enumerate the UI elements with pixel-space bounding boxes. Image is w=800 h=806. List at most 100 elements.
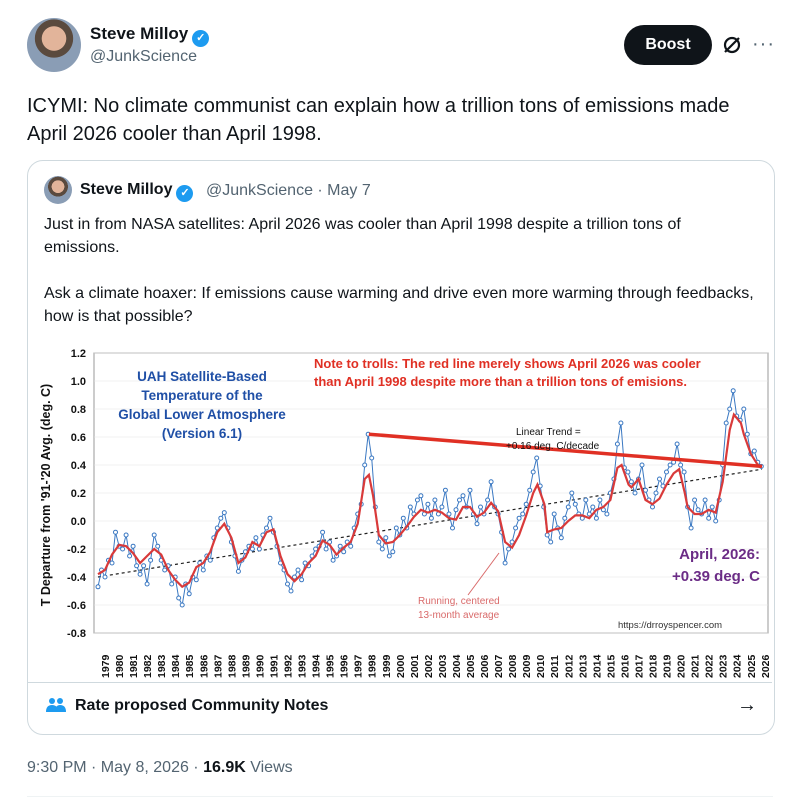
x-tick-label: 1983 <box>156 654 168 678</box>
data-point <box>428 515 434 521</box>
community-notes-row[interactable] <box>28 682 772 731</box>
data-point <box>179 602 185 608</box>
post-text: ICYMI: No climate communist can explain … <box>27 95 730 145</box>
running-mean-line <box>97 412 763 589</box>
data-point <box>292 574 297 580</box>
x-tick-label: 1991 <box>269 654 281 678</box>
x-tick-label: 2017 <box>634 654 646 678</box>
data-point <box>162 567 168 573</box>
data-point <box>502 560 508 566</box>
boost-button[interactable]: Boost <box>624 25 712 65</box>
data-point <box>144 581 150 587</box>
y-tick-labels: 1.2 1.0 0.8 0.6 0.4 0.2 0.0 -0.2 -0.4 -0.6 -0.8 <box>67 348 87 640</box>
data-point <box>323 546 329 552</box>
x-tick-label: 1994 <box>311 654 323 678</box>
running-mean-label-line-1: Running, centered <box>418 596 500 607</box>
data-point <box>516 515 522 521</box>
data-point <box>681 469 687 475</box>
y-tick-label: 1.0 <box>71 376 86 388</box>
data-point <box>650 504 655 510</box>
data-point <box>95 584 101 590</box>
quoted-verified-badge-icon: ✓ <box>176 185 194 202</box>
data-point <box>586 511 592 517</box>
quoted-post-card[interactable] <box>27 160 775 735</box>
x-tick-label: 2021 <box>690 654 702 678</box>
x-tick-label: 1995 <box>325 654 337 678</box>
more-options-icon[interactable]: ··· <box>752 33 775 55</box>
data-point <box>200 567 206 573</box>
x-tick-label: 1988 <box>226 654 238 678</box>
data-point <box>643 487 648 493</box>
data-point <box>565 504 571 510</box>
data-point <box>523 501 529 507</box>
views-label: Views <box>245 759 293 776</box>
chart-title-line-1: UAH Satellite-Based <box>137 369 267 384</box>
data-point <box>569 490 575 496</box>
x-tick-label: 1999 <box>381 654 393 678</box>
data-point <box>302 560 308 566</box>
data-point <box>169 581 175 587</box>
quoted-text-paragraph-1: Just in from NASA satellites: April 2026… <box>44 216 681 256</box>
author-name-text[interactable]: Steve Milloy <box>90 24 189 43</box>
x-tick-label: 1992 <box>283 654 295 678</box>
post-timestamp[interactable]: 9:30 PM · May 8, 2026 · <box>27 759 204 776</box>
note-to-trolls-line-2: than April 1998 despite more than a tril… <box>314 374 687 389</box>
data-point <box>632 490 638 496</box>
quoted-author-name-text: Steve Milloy <box>80 181 173 198</box>
data-point <box>285 581 290 587</box>
x-tick-label: 2026 <box>760 654 772 678</box>
x-tick-label: 2007 <box>493 654 505 678</box>
data-point <box>134 563 140 569</box>
author-handle[interactable]: @JunkScience <box>90 48 197 65</box>
x-tick-label: 1979 <box>100 654 112 678</box>
data-point <box>572 501 578 507</box>
data-point <box>341 549 347 555</box>
data-point <box>478 504 483 510</box>
data-point <box>506 546 512 552</box>
mute-icon[interactable] <box>720 33 744 57</box>
quoted-author-avatar <box>44 176 72 204</box>
x-tick-label: 1993 <box>297 654 309 678</box>
x-tick-label: 2003 <box>437 654 449 678</box>
data-point <box>442 487 448 493</box>
data-point <box>151 532 157 538</box>
quoted-handle-date: @JunkScience · May 7 <box>206 182 371 199</box>
x-tick-label: 1990 <box>254 654 266 678</box>
data-point <box>407 504 413 510</box>
x-tick-label: 1986 <box>198 654 210 678</box>
chart-title-line-4: (Version 6.1) <box>162 426 242 441</box>
quoted-author-name: Steve Milloy ✓ <box>80 181 194 202</box>
author-avatar[interactable] <box>27 18 81 72</box>
rate-community-notes-link[interactable]: Rate proposed Community Notes <box>75 697 329 714</box>
data-point <box>141 563 147 569</box>
x-tick-label: 1997 <box>353 654 365 678</box>
author-name[interactable]: Steve Milloy ✓ <box>90 24 210 47</box>
arrow-right-icon[interactable]: → <box>737 694 757 716</box>
data-point <box>741 406 747 412</box>
x-tick-label: 2010 <box>535 654 547 678</box>
data-point <box>299 577 305 583</box>
data-point <box>474 521 480 527</box>
data-point <box>348 543 354 549</box>
data-point <box>520 511 526 517</box>
data-point <box>137 571 143 577</box>
data-point <box>337 543 343 549</box>
y-tick-label: 0.4 <box>71 460 87 472</box>
data-point <box>678 462 684 468</box>
data-point <box>123 532 129 538</box>
y-tick-label: 0.2 <box>71 488 86 500</box>
x-tick-label: 2000 <box>395 654 407 678</box>
x-tick-label: 2013 <box>577 654 589 678</box>
x-tick-label: 2014 <box>591 654 603 678</box>
quoted-text-paragraph-2: Ask a climate hoaxer: If emissions cause… <box>44 285 754 325</box>
chart-title-line-3: Global Lower Atmosphere <box>118 407 286 422</box>
views-count: 16.9K <box>203 759 246 776</box>
data-point <box>113 529 118 535</box>
data-point <box>400 515 406 521</box>
x-tick-label: 2015 <box>605 654 617 678</box>
post-footer-meta: 9:30 PM · May 8, 2026 · 16.9K Views <box>27 759 293 777</box>
data-point <box>235 568 241 574</box>
data-point <box>102 574 108 580</box>
data-point <box>713 518 719 524</box>
data-point <box>330 557 336 563</box>
